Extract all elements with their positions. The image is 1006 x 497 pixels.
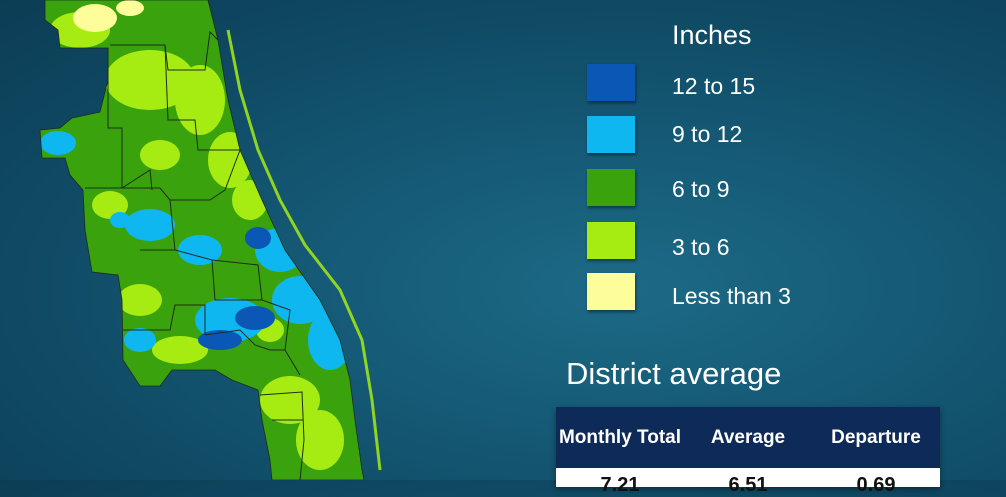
header-departure: Departure (831, 427, 921, 448)
legend-swatch-3-to-6 (587, 222, 635, 259)
legend-label: 6 to 9 (672, 176, 730, 202)
legend-label: Less than 3 (672, 283, 791, 309)
table-header: Monthly Total Average Departure (556, 407, 940, 468)
cell-average: 6.51 (728, 474, 768, 496)
rainfall-map (39, 0, 382, 480)
cell-departure: 0.69 (856, 474, 896, 496)
legend-swatch-9-to-12 (587, 116, 635, 153)
legend-swatch-less-than-3 (587, 273, 635, 310)
legend-swatch-12-to-15 (587, 64, 635, 101)
legend-label: 3 to 6 (672, 234, 730, 260)
legend-label: 9 to 12 (672, 121, 743, 147)
header-monthly-total: Monthly Total (558, 427, 682, 448)
legend-swatch-6-to-9 (587, 169, 635, 206)
district-average-table: Monthly Total Average Departure 7.21 6.5… (556, 407, 940, 496)
table-row: 7.21 6.51 0.69 (556, 474, 940, 497)
cell-monthly-total: 7.21 (600, 474, 640, 496)
header-average: Average (710, 427, 786, 448)
district-average-title: District average (566, 356, 782, 391)
legend-title: Inches (672, 20, 752, 50)
legend-label: 12 to 15 (672, 73, 756, 99)
